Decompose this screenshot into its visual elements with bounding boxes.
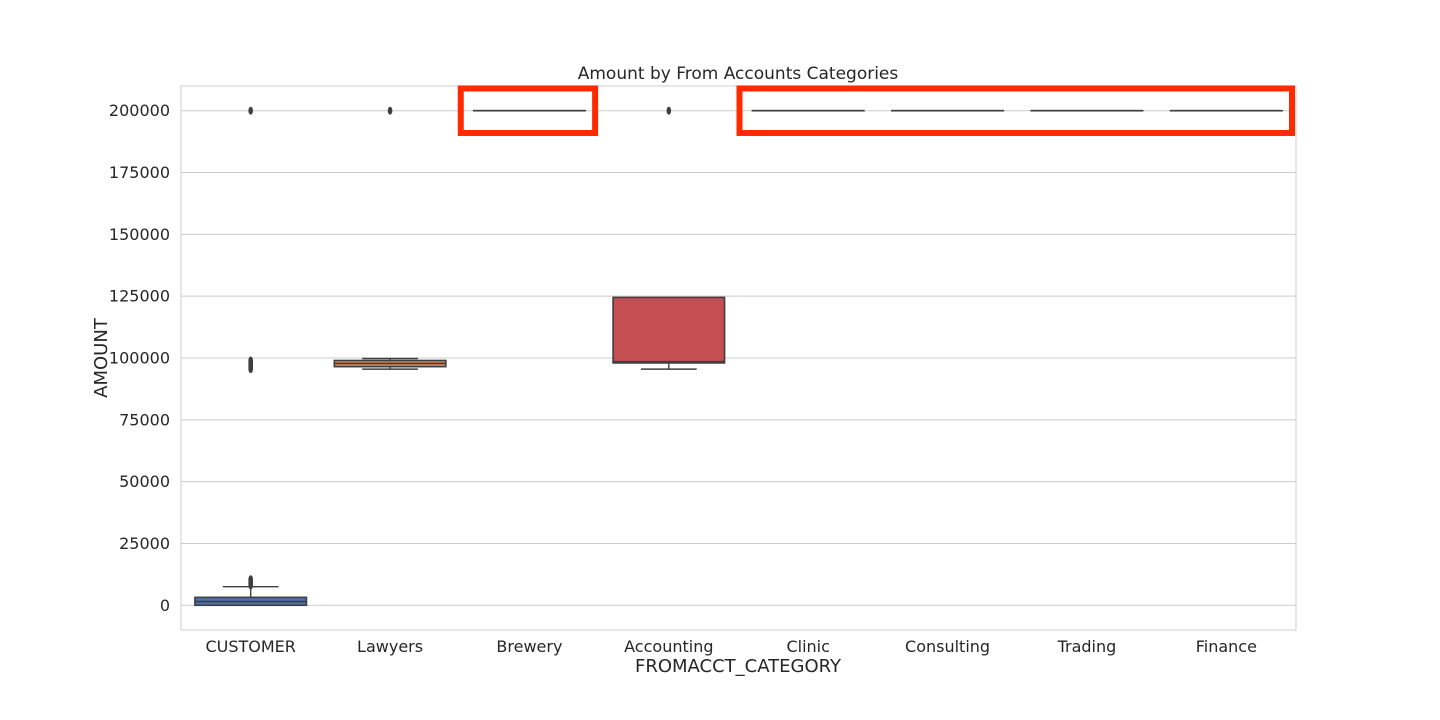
y-tick-label: 125000 xyxy=(109,287,170,306)
x-tick-label: Finance xyxy=(1196,637,1257,656)
y-tick-labels: 0 25000 50000 75000 100000 125000 150000 175000… xyxy=(109,101,170,615)
highlight-box xyxy=(736,85,1295,136)
y-tick-label: 150000 xyxy=(109,225,170,244)
y-tick-label: 175000 xyxy=(109,163,170,182)
outlier-point xyxy=(666,106,672,115)
y-tick-label: 50000 xyxy=(119,472,170,491)
x-tick-label: CUSTOMER xyxy=(205,637,295,656)
outlier-point xyxy=(248,575,253,584)
box-series xyxy=(194,106,1283,607)
highlight-box xyxy=(457,85,599,136)
outlier-point xyxy=(387,106,393,115)
y-tick-label: 0 xyxy=(160,596,170,615)
x-tick-label: Clinic xyxy=(786,637,829,656)
x-tick-labels: CUSTOMER Lawyers Brewery Accounting Clinic Co… xyxy=(205,637,1256,656)
outlier-point xyxy=(248,106,253,115)
x-tick-label: Accounting xyxy=(624,637,713,656)
chart-title: Amount by From Accounts Categories xyxy=(578,64,899,84)
y-axis-title: AMOUNT xyxy=(91,317,112,398)
box-accounting xyxy=(612,106,726,370)
box-lawyers xyxy=(333,106,447,370)
box-iqr xyxy=(612,296,726,364)
gridlines xyxy=(181,110,1296,606)
y-tick-label: 75000 xyxy=(119,410,170,429)
x-axis-title: FROMACCT_CATEGORY xyxy=(635,656,842,677)
box-customer xyxy=(194,106,308,607)
outlier-point xyxy=(248,356,253,365)
x-tick-label: Trading xyxy=(1057,637,1117,656)
x-tick-label: Consulting xyxy=(905,637,990,656)
y-tick-label: 25000 xyxy=(119,534,170,553)
highlight-annotations xyxy=(457,85,1295,136)
y-tick-label: 200000 xyxy=(109,101,170,120)
x-tick-label: Lawyers xyxy=(357,637,423,656)
x-tick-label: Brewery xyxy=(496,637,562,656)
y-tick-label: 100000 xyxy=(109,349,170,368)
